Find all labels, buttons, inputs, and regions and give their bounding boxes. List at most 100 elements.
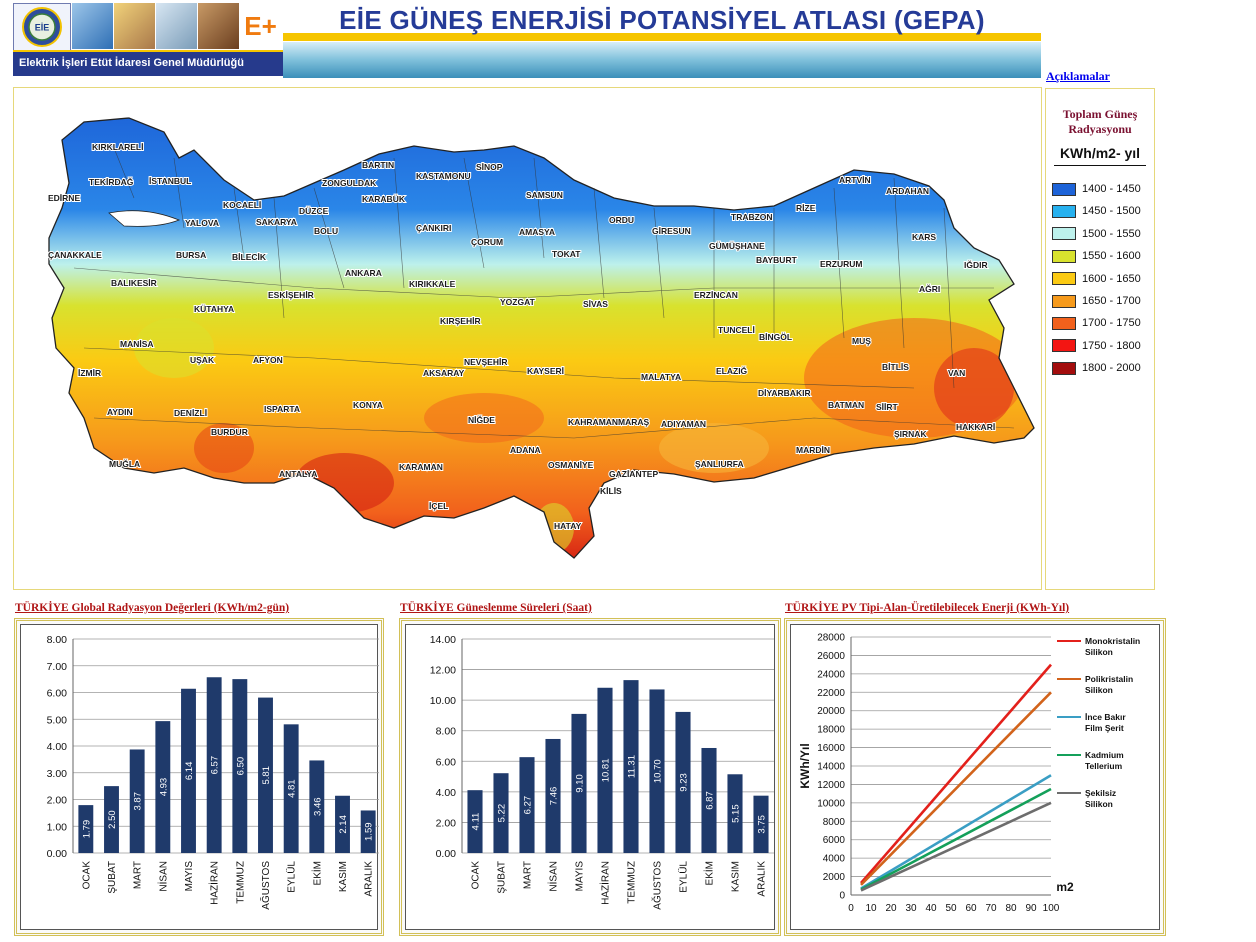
y-tick-label: 5.00 [47,714,68,726]
y-tick-label: 18000 [817,725,845,736]
x-tick-label: MAYIS [575,861,586,892]
province-label: ORDU [609,215,634,225]
bar [283,724,299,853]
radiation-bar-chart: 0.00 1.00 2.00 3.00 4.00 5.00 6.00 7.00 8.00 1.79… [47,634,379,910]
province-label: ERZİNCAN [694,290,738,300]
province-label: KIRŞEHİR [440,316,481,326]
province-label: MUŞ [852,336,871,346]
x-tick-label: EKİM [310,861,323,885]
y-tick-label: 2000 [823,872,846,883]
y-tick-label: 8.00 [436,726,457,738]
province-label: KOCAELİ [223,200,261,210]
pv-line-chart: 0 2000 4000 6000 8000 10000 12000 14000 16000 180… [798,633,1140,915]
series-line [860,787,1052,891]
y-tick-label: 12.00 [430,665,456,677]
province-label: TOKAT [552,249,581,259]
province-label: KÜTAHYA [194,304,234,314]
legend-swatch [1052,249,1076,263]
page-header: EİE E+ EİE GÜNEŞ ENERJİSİ POTANSİYEL ATL… [0,0,1256,83]
bar [675,711,691,853]
sunshine-chart: 0.00 2.00 4.00 6.00 8.00 10.00 12.00 14.00 4.11 O… [405,624,775,930]
legend-label: Polikristalin Silikon [1085,674,1133,695]
pv-chart-frame: 0 2000 4000 6000 8000 10000 12000 14000 16000 180… [784,618,1166,936]
x-tick-label: 70 [985,903,997,914]
turkey-radiation-map[interactable]: KIRKLARELİ TEKİRDAĞ İSTANBUL EDİRNE KOCAELİ Y… [14,88,1041,589]
bar [545,738,561,853]
y-tick-label: 16000 [817,743,845,754]
y-tick-label: 10.00 [430,695,456,707]
x-tick-label: HAZİRAN [599,861,612,905]
y-tick-label: 4.00 [436,787,457,799]
province-label: SİİRT [876,402,899,412]
bar [701,747,717,853]
brand-mark-text: E+ [244,10,277,41]
legend-class-label: 1400 - 1450 [1082,183,1141,195]
radiation-chart-title: TÜRKİYE Global Radyasyon Değerleri (KWh/… [15,602,290,614]
x-tick-label: NİSAN [547,861,560,892]
province-label: SAMSUN [526,190,563,200]
province-label: DİYARBAKIR [758,388,811,398]
bar-value-label: 9.10 [575,774,586,793]
bar-value-label: 4.11 [471,813,482,831]
y-tick-label: 2.00 [47,795,68,807]
x-tick-label: 10 [865,903,877,914]
bar-value-label: 6.57 [210,756,221,775]
y-tick-label: 24000 [817,669,845,680]
y-tick-label: 8000 [823,817,846,828]
province-label: MANİSA [120,339,154,349]
legend-label: Şekilsiz Silikon [1085,788,1116,809]
banner-photo-strip: E+ [72,3,282,49]
bar [467,790,483,853]
legend-class-label: 1750 - 1800 [1082,339,1141,352]
y-tick-label: 8.00 [47,634,68,646]
province-label: BİTLİS [882,362,909,372]
organization-name: Elektrik İşleri Etüt İdaresi Genel Müdür… [19,57,244,69]
x-tick-label: ARALIK [364,861,375,897]
legend-swatch [1052,204,1076,218]
legend-class-label: 1500 - 1550 [1082,227,1141,240]
province-label: YOZGAT [500,297,536,307]
province-label: ANTALYA [279,469,317,479]
legend-swatch [1052,316,1076,330]
province-label: KONYA [353,400,383,410]
page-title: EİE GÜNEŞ ENERJİSİ POTANSİYEL ATLASI (GE… [339,5,985,35]
x-tick-label: 50 [945,903,957,914]
province-label: ADANA [510,445,541,455]
province-label: KAHRAMANMARAŞ [568,417,650,427]
bar-value-label: 6.50 [235,757,246,776]
province-label: İÇEL [429,501,448,511]
series-line [860,691,1052,886]
province-label: KIRKLARELİ [92,142,143,152]
province-label: AĞRI [919,283,940,294]
province-label: DENİZLİ [174,408,207,418]
legend-class-label: 1450 - 1500 [1082,205,1141,218]
province-label: NİĞDE [468,414,495,425]
bar [155,721,171,853]
y-tick-label: 2.00 [436,817,457,829]
explanations-link[interactable]: Açıklamalar [1046,69,1110,83]
legend-class-label: 1550 - 1600 [1082,250,1141,263]
x-tick-label: ŞUBAT [107,861,118,894]
radiation-chart-frame: 0.00 1.00 2.00 3.00 4.00 5.00 6.00 7.00 8.00 1.79… [14,618,384,936]
province-label: KİLİS [600,486,622,496]
x-axis-title: m2 [1056,880,1074,894]
series-line [860,774,1052,890]
legend-swatch [1052,227,1076,241]
y-tick-label: 26000 [817,651,845,662]
province-borders [73,147,1015,439]
solar-cooker-photo [198,3,240,49]
y-axis-title: KWh/Yıl [798,743,812,788]
province-label: MALATYA [641,372,681,382]
bar [232,679,248,853]
x-tick-label: 90 [1025,903,1037,914]
bar [727,774,743,853]
bar [649,689,665,853]
bar [753,795,769,853]
legend-class-row: 1600 - 1650 [1052,271,1152,287]
x-tick-label: 100 [1043,903,1060,914]
x-tick-label: TEMMUZ [235,861,246,904]
province-label: UŞAK [190,355,215,365]
solar-atlas-map[interactable]: KIRKLARELİ TEKİRDAĞ İSTANBUL EDİRNE KOCAELİ Y… [13,87,1042,590]
x-tick-label: 20 [885,903,897,914]
province-label: YALOVA [185,218,219,228]
